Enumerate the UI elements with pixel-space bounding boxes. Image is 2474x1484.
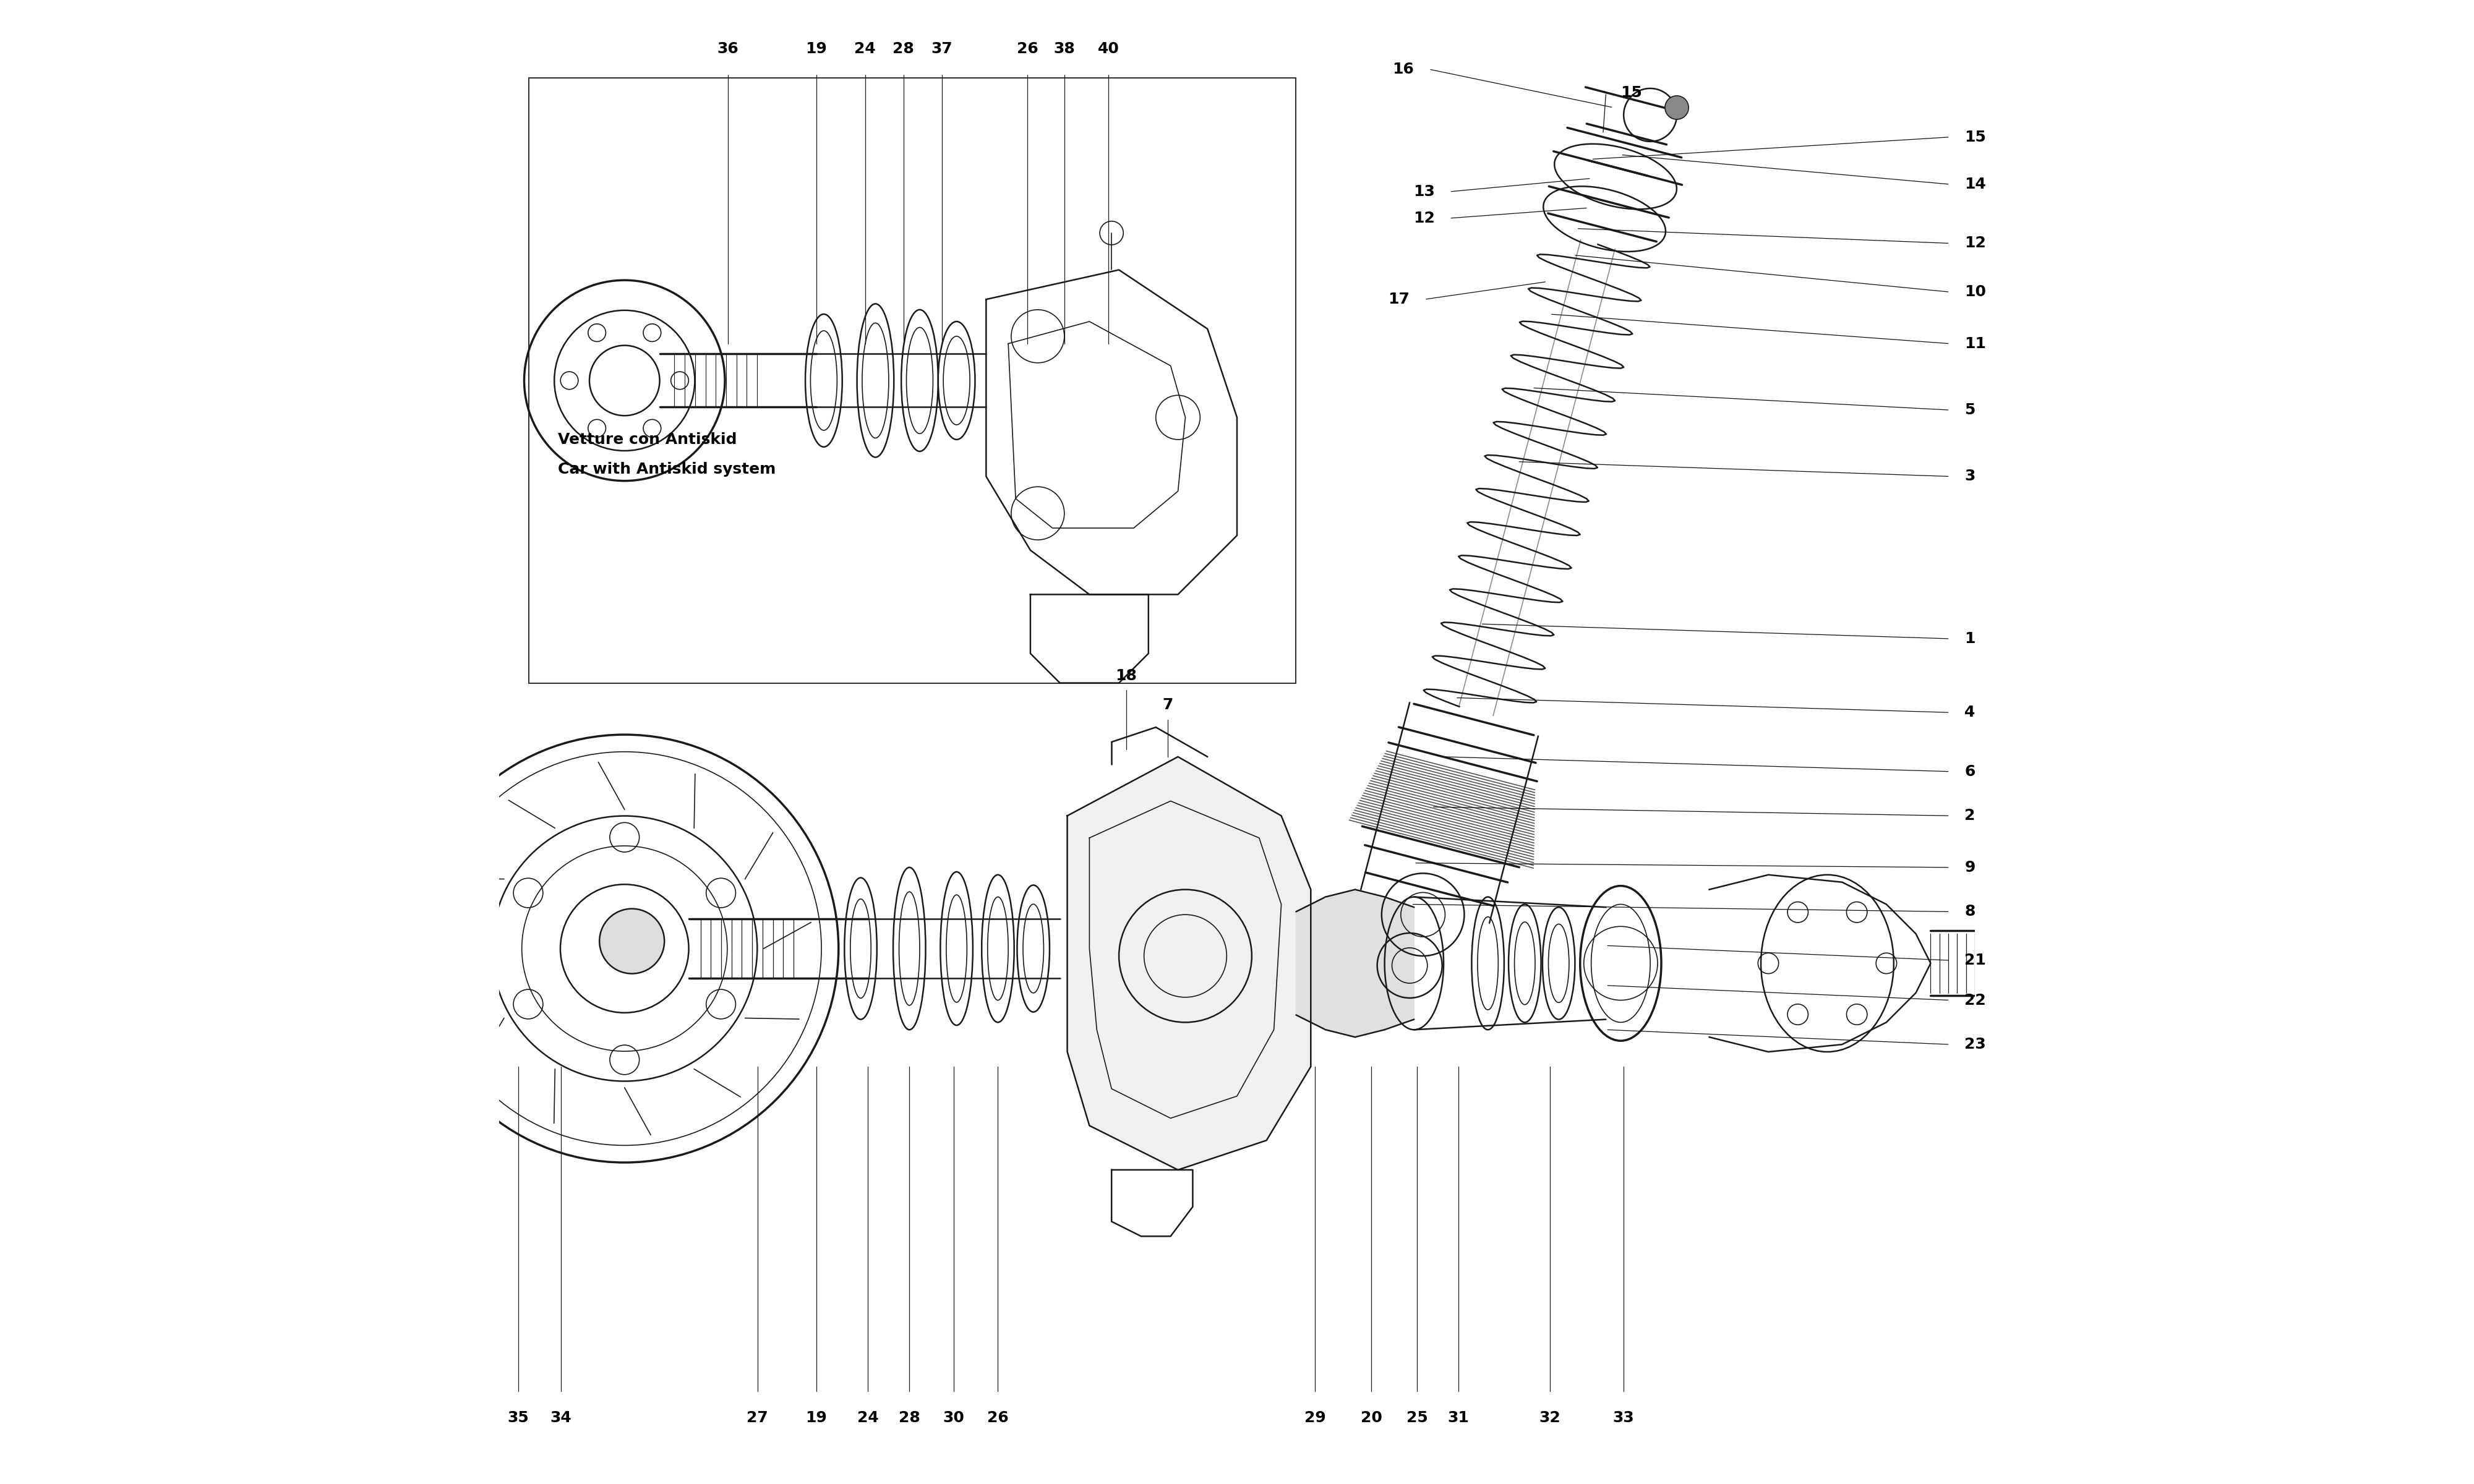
Text: 12: 12 <box>1413 211 1435 226</box>
Text: 7: 7 <box>1163 697 1173 712</box>
Text: 36: 36 <box>717 42 740 56</box>
Text: 20: 20 <box>1361 1410 1383 1425</box>
Text: 4: 4 <box>1964 705 1974 720</box>
Text: 26: 26 <box>1017 42 1039 56</box>
Text: 21: 21 <box>1964 953 1987 968</box>
Text: 16: 16 <box>1393 62 1415 77</box>
Text: 34: 34 <box>549 1410 571 1425</box>
Text: 5: 5 <box>1964 402 1974 417</box>
Polygon shape <box>1326 889 1356 1037</box>
Text: 6: 6 <box>1964 764 1974 779</box>
Text: Car with Antiskid system: Car with Antiskid system <box>559 462 777 476</box>
Text: 32: 32 <box>1539 1410 1561 1425</box>
FancyBboxPatch shape <box>529 79 1296 683</box>
Text: 13: 13 <box>1413 184 1435 199</box>
Text: 8: 8 <box>1964 904 1974 919</box>
Text: 11: 11 <box>1964 337 1987 352</box>
Text: 1: 1 <box>1964 631 1974 646</box>
Text: 9: 9 <box>1964 861 1974 876</box>
Text: 19: 19 <box>807 42 826 56</box>
Text: 23: 23 <box>1964 1037 1987 1052</box>
Text: 22: 22 <box>1964 993 1987 1008</box>
Polygon shape <box>1385 896 1415 1030</box>
Text: 2: 2 <box>1964 809 1974 824</box>
Text: 27: 27 <box>747 1410 767 1425</box>
Text: 25: 25 <box>1405 1410 1427 1425</box>
Text: 15: 15 <box>1620 86 1643 101</box>
Circle shape <box>1665 96 1690 119</box>
Circle shape <box>599 908 666 974</box>
Text: Vetture con Antiskid: Vetture con Antiskid <box>559 432 737 447</box>
Polygon shape <box>1296 896 1326 1030</box>
Text: 33: 33 <box>1613 1410 1635 1425</box>
Polygon shape <box>1066 757 1311 1169</box>
Text: 28: 28 <box>893 42 915 56</box>
Text: 38: 38 <box>1054 42 1076 56</box>
Text: 24: 24 <box>858 1410 878 1425</box>
Text: 18: 18 <box>1116 668 1138 683</box>
Text: 12: 12 <box>1964 236 1987 251</box>
Text: 10: 10 <box>1964 285 1987 300</box>
Text: 15: 15 <box>1964 129 1987 144</box>
Text: 35: 35 <box>507 1410 529 1425</box>
Text: 31: 31 <box>1447 1410 1470 1425</box>
Text: 30: 30 <box>943 1410 965 1425</box>
Text: 26: 26 <box>987 1410 1009 1425</box>
Text: 37: 37 <box>930 42 952 56</box>
Text: 29: 29 <box>1304 1410 1326 1425</box>
Text: 40: 40 <box>1098 42 1118 56</box>
Text: 17: 17 <box>1388 292 1410 307</box>
Polygon shape <box>1356 889 1385 1037</box>
Text: 24: 24 <box>854 42 876 56</box>
Text: 3: 3 <box>1964 469 1974 484</box>
Text: 19: 19 <box>807 1410 826 1425</box>
Text: 28: 28 <box>898 1410 920 1425</box>
Text: 14: 14 <box>1964 177 1987 191</box>
